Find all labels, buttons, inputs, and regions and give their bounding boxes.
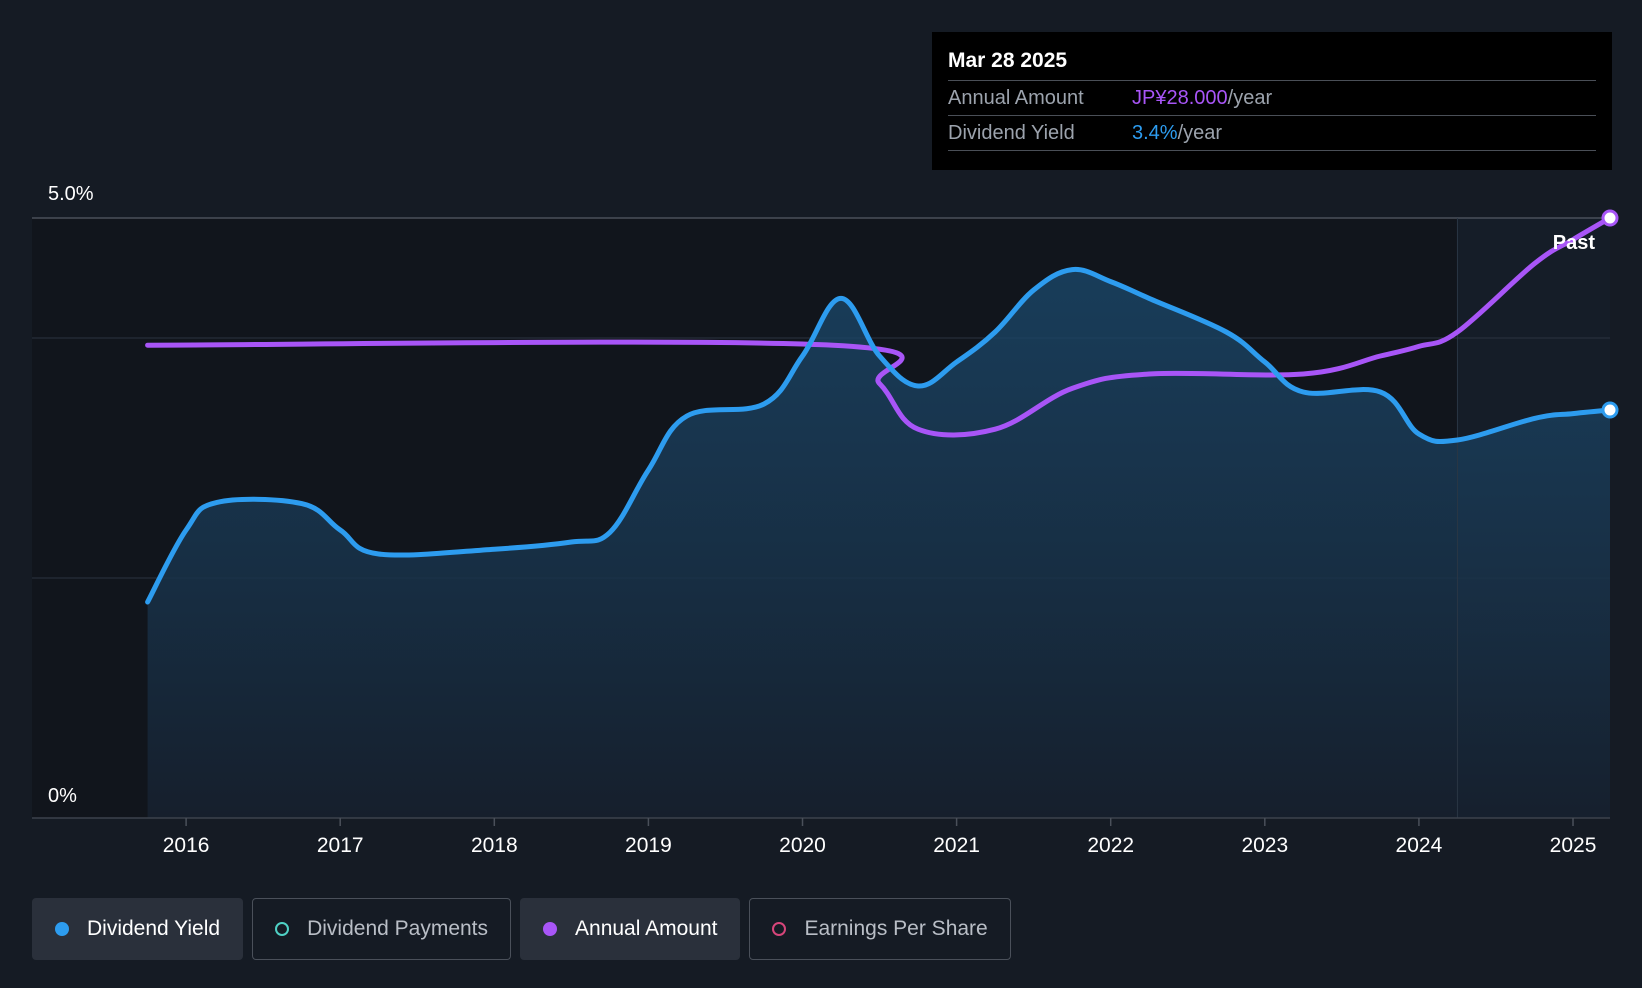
legend-dividend-payments[interactable]: Dividend Payments: [252, 898, 512, 960]
tooltip-key: Annual Amount: [948, 87, 1084, 109]
dividend-yield-end-marker: [1601, 401, 1619, 419]
tooltip-value: 3.4%: [1132, 122, 1178, 144]
tooltip-row-annual-amount: Annual Amount JP¥28.000 /year: [948, 80, 1596, 115]
x-tick-label: 2025: [1550, 834, 1597, 857]
legend-label: Dividend Payments: [307, 917, 489, 940]
dividend-yield-area: [147, 269, 1611, 819]
x-tick-label: 2023: [1241, 834, 1288, 857]
dot-icon: [543, 922, 558, 936]
y-label-top: 5.0%: [48, 183, 94, 205]
legend-label: Dividend Yield: [87, 917, 221, 940]
x-tick-label: 2024: [1396, 834, 1443, 857]
x-tick-label: 2018: [471, 834, 518, 857]
tooltip-unit: /year: [1227, 87, 1273, 109]
x-axis-ticks: 2016 2017 2018 2019 2020 2021 2022 2023 2024 2025: [163, 818, 1597, 857]
annual-amount-line: [145, 215, 1613, 438]
tooltip-unit: /year: [1177, 122, 1223, 144]
legend-earnings-per-share[interactable]: Earnings Per Share: [749, 898, 1011, 960]
x-tick-label: 2016: [163, 834, 210, 857]
legend: Dividend Yield Dividend Payments Annual …: [32, 898, 1011, 960]
legend-annual-amount[interactable]: Annual Amount: [520, 898, 741, 960]
tooltip-row-dividend-yield: Dividend Yield 3.4% /year: [948, 115, 1596, 151]
x-tick-label: 2021: [933, 834, 980, 857]
y-label-bottom: 0%: [48, 785, 77, 807]
ring-icon: [772, 922, 787, 936]
tooltip-date: Mar 28 2025: [948, 49, 1068, 72]
x-tick-label: 2019: [625, 834, 672, 857]
tooltip-value: JP¥28.000: [1132, 87, 1228, 109]
annual-amount-end-marker: [1601, 209, 1619, 227]
x-tick-label: 2017: [317, 834, 364, 857]
legend-label: Annual Amount: [575, 917, 718, 940]
x-tick-label: 2020: [779, 834, 826, 857]
ring-icon: [275, 922, 290, 936]
dot-icon: [55, 922, 69, 936]
legend-label: Earnings Per Share: [804, 917, 988, 940]
tooltip: Mar 28 2025 Annual Amount JP¥28.000 /yea…: [932, 32, 1612, 170]
x-tick-label: 2022: [1087, 834, 1134, 857]
dividend-yield-line: [145, 266, 1613, 605]
past-label: Past: [1553, 232, 1596, 254]
tooltip-key: Dividend Yield: [948, 122, 1075, 144]
legend-dividend-yield[interactable]: Dividend Yield: [32, 898, 244, 960]
